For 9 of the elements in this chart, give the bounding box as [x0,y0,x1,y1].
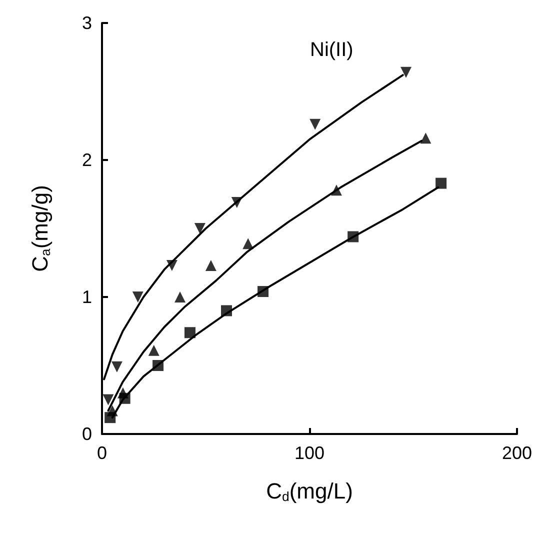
y-tick-label: 3 [82,13,92,33]
annotation: Ni(II) [310,39,354,61]
y-tick-label: 0 [82,424,92,444]
x-tick-label: 0 [96,443,108,463]
x-tick-label: 100 [294,443,325,463]
y-axis-title: Ca(mg/g) [28,185,53,272]
y-tick-label: 2 [82,150,92,170]
y-tick-label: 1 [82,287,92,307]
x-tick-label: 200 [502,443,532,463]
